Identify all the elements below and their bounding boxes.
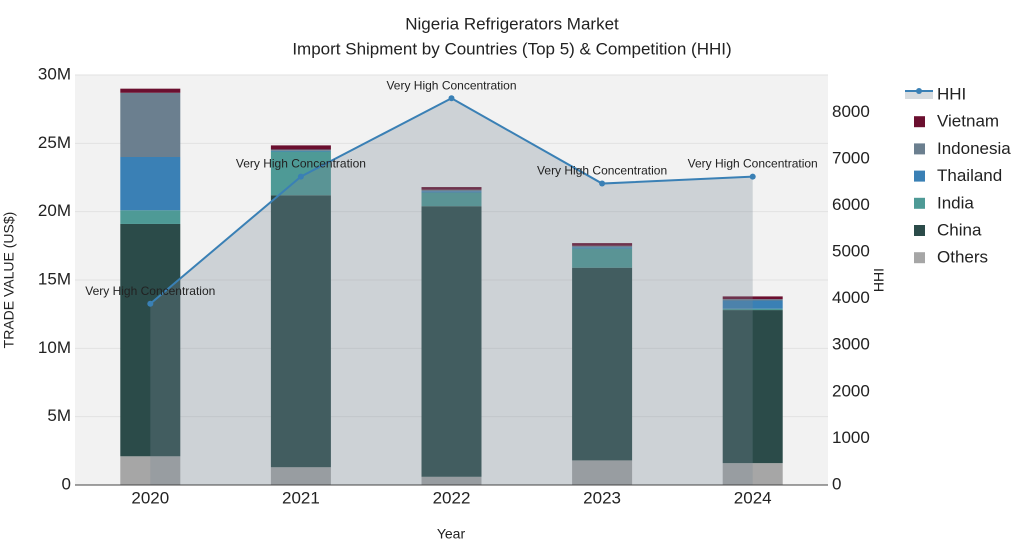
bar-segment [270, 151, 331, 196]
legend-swatch [914, 197, 925, 209]
hhi-point [297, 173, 304, 180]
bar-segment [722, 310, 783, 464]
y2-axis-label: HHI [871, 268, 887, 292]
annotation: Very High Concentration [236, 157, 366, 171]
y-tick-label: 20M [38, 201, 71, 220]
bar-segment [270, 195, 331, 468]
bar-segment [722, 300, 783, 309]
bar-segment [421, 206, 482, 477]
legend-label: Vietnam [937, 112, 999, 131]
legend-label: HHI [937, 84, 966, 103]
x-tick-label: 2024 [734, 488, 772, 507]
hhi-area [150, 98, 753, 485]
bar-segment [270, 145, 331, 150]
annotation: Very High Concentration [537, 164, 667, 178]
annotation: Very High Concentration [386, 78, 516, 92]
chart-title: Nigeria Refrigerators Market [405, 14, 619, 33]
bar-segment [120, 88, 181, 93]
annotation: Very High Concentration [688, 157, 818, 171]
bar-segment [270, 150, 331, 152]
y2-tick-label: 6000 [832, 195, 870, 214]
legend-swatch [914, 143, 925, 155]
y-tick-label: 30M [38, 64, 71, 83]
y-tick-label: 25M [38, 133, 71, 152]
bar-segment [120, 210, 181, 224]
bar-segment [120, 223, 181, 457]
y2-tick-label: 7000 [832, 148, 870, 167]
bar-segment [572, 247, 633, 249]
hhi-point [749, 173, 756, 180]
legend-label: India [937, 193, 974, 212]
y-tick-label: 10M [38, 338, 71, 357]
bar-segment [572, 267, 633, 461]
bar-segment [572, 243, 633, 246]
bar-segment [572, 245, 633, 248]
y2-tick-label: 2000 [832, 381, 870, 400]
x-tick-label: 2021 [282, 488, 320, 507]
legend-label: China [937, 220, 982, 239]
x-tick-label: 2020 [131, 488, 169, 507]
hhi-point [147, 300, 154, 307]
bar-segment [722, 463, 783, 485]
bar-segment [572, 248, 633, 268]
bar-segment [270, 149, 331, 151]
legend-label: Indonesia [937, 139, 1011, 158]
legend-swatch [914, 252, 925, 264]
y-tick-label: 0 [62, 474, 71, 493]
y-tick-label: 5M [47, 406, 71, 425]
legend-swatch [914, 116, 925, 128]
y2-tick-label: 5000 [832, 242, 870, 261]
y-tick-label: 15M [38, 269, 71, 288]
y2-tick-label: 3000 [832, 335, 870, 354]
x-axis-label: Year [437, 526, 466, 542]
hhi-point [448, 95, 455, 102]
legend-label: Others [937, 248, 988, 267]
bar-segment [421, 192, 482, 207]
legend-label: Thailand [937, 166, 1002, 185]
bar-segment [120, 456, 181, 485]
x-tick-label: 2023 [583, 488, 621, 507]
bar-segment [270, 467, 331, 485]
bar-segment [421, 191, 482, 193]
bar-segment [120, 157, 181, 211]
annotation: Very High Concentration [85, 284, 215, 298]
bar-segment [120, 92, 181, 157]
y2-tick-label: 1000 [832, 428, 870, 447]
y2-tick-label: 8000 [832, 102, 870, 121]
legend-swatch [905, 91, 933, 99]
legend-swatch [914, 225, 925, 236]
chart-subtitle: Import Shipment by Countries (Top 5) & C… [292, 39, 731, 58]
legend-swatch [914, 170, 925, 182]
x-tick-label: 2022 [433, 488, 471, 507]
bar-segment [572, 460, 633, 485]
bar-segment [722, 308, 783, 311]
y2-tick-label: 0 [832, 474, 841, 493]
bar-segment [421, 476, 482, 485]
hhi-point [599, 180, 606, 187]
bar-segment [421, 189, 482, 192]
bar-segment [722, 296, 783, 300]
legend-swatch [916, 88, 922, 94]
y2-tick-label: 4000 [832, 288, 870, 307]
bar-segment [421, 187, 482, 190]
bar-segment [722, 299, 783, 301]
y-axis-label: TRADE VALUE (US$) [1, 212, 17, 349]
